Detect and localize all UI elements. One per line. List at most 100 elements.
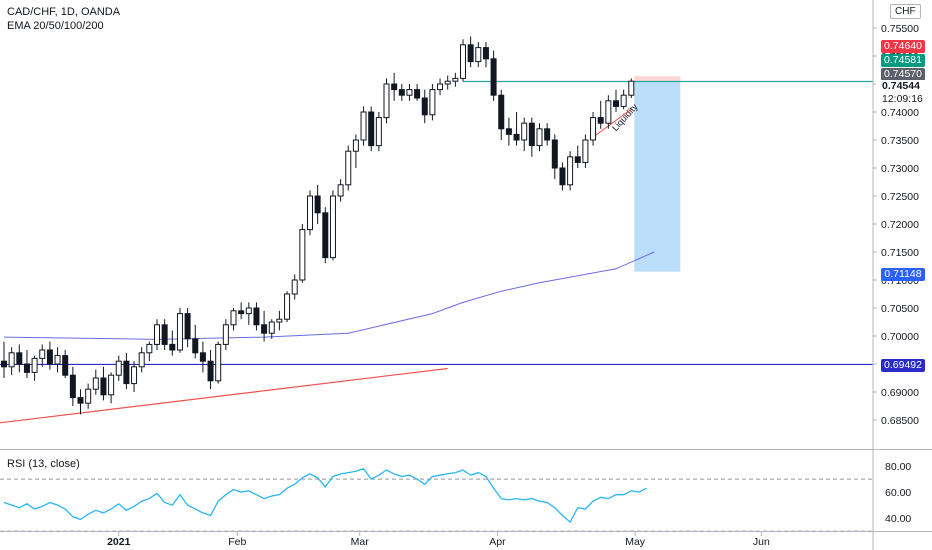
candle-body: [444, 80, 451, 85]
price-tick-label: 0.69000: [881, 387, 919, 399]
chart-title: CAD/CHF, 1D, OANDA: [7, 6, 121, 18]
candle-body: [307, 195, 313, 231]
candle-body: [590, 117, 597, 141]
candlestick-series: [1, 36, 635, 415]
candle-body: [314, 195, 321, 214]
candle-body: [146, 343, 153, 354]
time-tick-label: Jun: [753, 536, 770, 548]
price-tick-label: 0.71500: [881, 247, 919, 259]
candle-body: [528, 122, 535, 147]
candle-body: [620, 94, 627, 107]
candle-body: [582, 139, 589, 163]
price-tag-green: 0.74581: [881, 54, 925, 67]
target-price-tag: 0.71148: [881, 268, 925, 281]
candle-body: [475, 47, 482, 63]
price-tag-red: 0.74640: [881, 40, 925, 53]
price-tick-label: 0.73000: [881, 163, 919, 175]
candle-body: [467, 44, 474, 63]
candle-body: [597, 117, 604, 124]
candle-body: [138, 352, 145, 368]
trend-line: [0, 367, 448, 424]
stop-loss-zone: [634, 76, 681, 82]
candle-body: [176, 313, 183, 351]
candle-body: [574, 156, 581, 163]
time-tick-label: Feb: [228, 536, 246, 548]
candle-body: [375, 117, 382, 147]
candle-body: [69, 374, 76, 399]
liquidity-line: [592, 108, 632, 138]
rsi-tick-label: 60.00: [885, 487, 911, 499]
indicator-legend: EMA 20/50/100/200: [7, 20, 104, 32]
price-tick-label: 0.72500: [881, 191, 919, 203]
candle-body: [245, 307, 252, 315]
trade-zones: [634, 76, 681, 272]
current-price: 0.74544: [882, 80, 920, 92]
rsi-tick-label: 80.00: [885, 461, 911, 473]
ema-line: [3, 251, 655, 340]
price-tick-label: 0.73500: [881, 135, 919, 147]
price-tick-label: 0.74000: [881, 107, 919, 119]
candle-body: [253, 307, 260, 326]
candle-body: [406, 89, 413, 96]
candle-body: [628, 80, 635, 96]
candle-body: [391, 83, 398, 91]
time-tick-label: May: [625, 536, 646, 548]
candle-body: [92, 377, 99, 390]
candle-body: [85, 388, 92, 404]
candle-body: [429, 89, 436, 116]
candle-body: [337, 184, 344, 197]
candle-body: [46, 349, 53, 365]
candle-body: [513, 133, 520, 141]
candle-body: [131, 366, 138, 385]
candle-body: [437, 83, 444, 91]
candle-body: [352, 139, 359, 152]
price-tick-label: 0.70000: [881, 331, 919, 343]
candle-body: [613, 100, 619, 107]
candle-body: [322, 212, 329, 259]
support-price-tag: 0.69492: [881, 359, 925, 372]
candle-body: [536, 128, 543, 147]
candle-body: [207, 360, 214, 382]
price-tick-label: 0.68500: [881, 415, 919, 427]
candle-body: [605, 100, 612, 124]
candle-body: [192, 338, 199, 354]
price-tick-label: 0.72000: [881, 219, 919, 231]
time-tick-label: Mar: [351, 536, 370, 548]
candle-body: [77, 397, 84, 404]
candle-body: [498, 94, 505, 130]
candle-body: [161, 324, 168, 345]
candle-body: [23, 363, 30, 373]
candle-body: [291, 279, 298, 295]
candle-body: [505, 128, 512, 135]
candle-body: [115, 360, 122, 376]
candle-body: [521, 122, 528, 141]
candle-body: [345, 150, 352, 186]
candle-body: [460, 44, 466, 79]
candle-body: [284, 293, 291, 320]
candle-body: [62, 355, 69, 376]
currency-button[interactable]: CHF: [890, 4, 921, 19]
price-tag-gray: 0.74570: [881, 68, 925, 81]
bar-countdown: 12:09:16: [882, 93, 923, 105]
candle-body: [16, 352, 23, 365]
candle-body: [559, 167, 566, 186]
rsi-line: [3, 467, 647, 524]
candle-body: [199, 352, 206, 362]
drawn-lines: Liquidity: [0, 80, 873, 424]
candle-body: [261, 324, 268, 334]
candle-body: [299, 229, 306, 281]
time-tick-label: Apr: [489, 536, 506, 548]
candle-body: [398, 89, 405, 96]
candle-body: [276, 318, 283, 323]
price-tick-label: 0.75500: [881, 23, 919, 35]
price-tick-label: 0.70500: [881, 303, 919, 315]
candle-body: [544, 128, 551, 141]
candle-body: [39, 349, 46, 359]
candle-body: [238, 310, 245, 315]
candle-body: [1, 360, 7, 368]
candle-body: [360, 111, 367, 141]
candle-body: [169, 343, 176, 351]
candle-body: [31, 357, 38, 373]
candle-body: [108, 374, 115, 396]
